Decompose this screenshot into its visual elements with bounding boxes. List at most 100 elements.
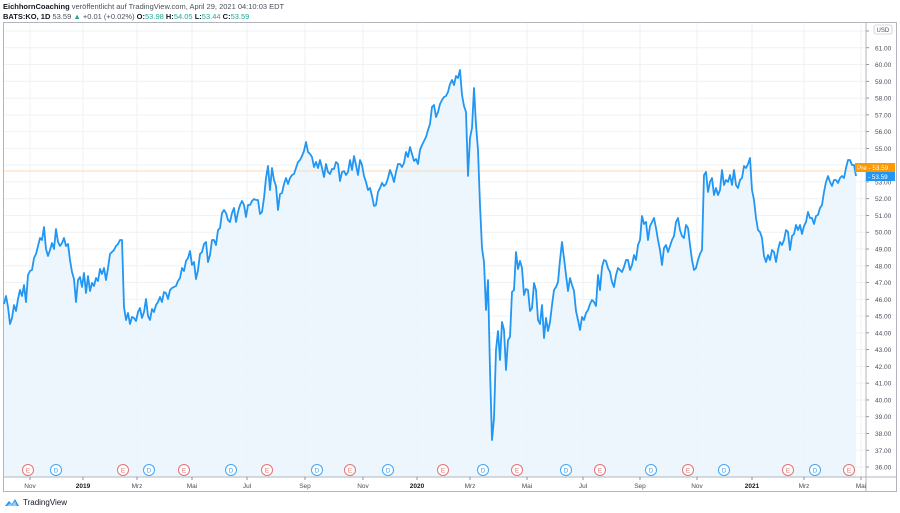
- time-tick-label: 2019: [76, 483, 91, 490]
- price-tick-label: 39.00: [875, 414, 892, 421]
- price-tick-label: 45.00: [875, 314, 892, 321]
- currency-badge[interactable]: [873, 24, 893, 35]
- low-value: 53.44: [201, 12, 221, 21]
- publisher-name[interactable]: EichhornCoaching: [3, 2, 70, 11]
- close-label: C:: [222, 12, 231, 21]
- price-tick-label: 57.00: [875, 112, 892, 119]
- time-tick-label: Mrz: [132, 483, 143, 490]
- svg-text:D: D: [813, 468, 818, 475]
- earnings-marker[interactable]: E: [117, 464, 129, 476]
- change-value: +0.01 (+0.02%): [82, 12, 135, 21]
- svg-text:D: D: [564, 468, 569, 475]
- time-tick-label: Jul: [579, 483, 588, 490]
- ohlc-line: BATS:KO, 1D 53.59 ▲ +0.01 (+0.02%) O:53.…: [3, 12, 284, 22]
- price-tick-label: 49.00: [875, 247, 892, 254]
- price-tick-label: 61.00: [875, 45, 892, 52]
- symbol-label: BATS:KO, 1D: [3, 12, 51, 21]
- last-price-label: - 53.59: [868, 174, 888, 181]
- price-tick-label: 56.00: [875, 129, 892, 136]
- time-tick-label: Mrz: [799, 483, 810, 490]
- dividend-marker[interactable]: D: [560, 464, 572, 476]
- publisher-line: EichhornCoaching veröffentlicht auf Trad…: [3, 2, 284, 12]
- triangle-up-icon: ▲: [73, 12, 81, 21]
- high-label: H:: [165, 12, 174, 21]
- last-price: 53.59: [52, 12, 72, 21]
- price-tick-label: 41.00: [875, 381, 892, 388]
- svg-text:D: D: [54, 468, 59, 475]
- earnings-marker[interactable]: E: [782, 464, 794, 476]
- svg-text:E: E: [441, 468, 446, 475]
- price-tick-label: 38.00: [875, 431, 892, 438]
- dividend-marker[interactable]: D: [225, 464, 237, 476]
- low-label: L:: [194, 12, 202, 21]
- last-price-badge: [866, 172, 895, 181]
- earnings-marker[interactable]: E: [437, 464, 449, 476]
- earnings-marker[interactable]: E: [594, 464, 606, 476]
- price-tick-label: 58.00: [875, 96, 892, 103]
- time-tick-label: Nov: [24, 483, 36, 490]
- price-tick-label: 43.00: [875, 347, 892, 354]
- time-tick-label: Sep: [299, 483, 311, 490]
- price-tick-label: 37.00: [875, 448, 892, 455]
- dividend-marker[interactable]: D: [382, 464, 394, 476]
- time-tick-label: Mrz: [465, 483, 476, 490]
- price-tick-label: 44.00: [875, 330, 892, 337]
- earnings-marker[interactable]: E: [682, 464, 694, 476]
- time-tick-label: Mai: [187, 483, 197, 490]
- chart-frame[interactable]: [3, 22, 897, 492]
- svg-text:D: D: [649, 468, 654, 475]
- svg-text:E: E: [265, 468, 270, 475]
- svg-text:E: E: [121, 468, 126, 475]
- svg-text:E: E: [786, 468, 791, 475]
- price-tick-label: 51.00: [875, 213, 892, 220]
- dividend-marker[interactable]: D: [809, 464, 821, 476]
- svg-text:D: D: [229, 468, 234, 475]
- time-tick-label: Mai: [522, 483, 532, 490]
- earnings-marker[interactable]: E: [22, 464, 34, 476]
- price-tick-label: 55.00: [875, 146, 892, 153]
- earnings-marker[interactable]: E: [261, 464, 273, 476]
- time-tick-label: 2021: [745, 483, 760, 490]
- close-value: 53.59: [230, 12, 250, 21]
- earnings-marker[interactable]: E: [511, 464, 523, 476]
- earnings-marker[interactable]: E: [178, 464, 190, 476]
- tradingview-cloud-icon: [5, 499, 19, 506]
- price-area-fill: [4, 70, 856, 477]
- dividend-marker[interactable]: D: [50, 464, 62, 476]
- svg-text:D: D: [386, 468, 391, 475]
- price-tick-label: 52.00: [875, 196, 892, 203]
- price-tick-label: 59.00: [875, 79, 892, 86]
- svg-text:D: D: [315, 468, 320, 475]
- price-tick-label: 40.00: [875, 397, 892, 404]
- price-line[interactable]: [3, 69, 857, 441]
- svg-text:D: D: [147, 468, 152, 475]
- brand-label: TradingView: [23, 498, 68, 507]
- time-tick-label: Sep: [634, 483, 646, 490]
- dividend-marker[interactable]: D: [718, 464, 730, 476]
- time-tick-label: Nov: [357, 483, 369, 490]
- dividend-marker[interactable]: D: [645, 464, 657, 476]
- svg-text:D: D: [481, 468, 486, 475]
- chart-header: EichhornCoaching veröffentlicht auf Trad…: [3, 2, 284, 22]
- published-text: veröffentlicht auf TradingView.com, Apri…: [71, 2, 285, 11]
- svg-text:E: E: [348, 468, 353, 475]
- price-tick-label: 36.00: [875, 465, 892, 472]
- svg-text:E: E: [847, 468, 852, 475]
- time-tick-label: Mai: [856, 483, 866, 490]
- dividend-marker[interactable]: D: [477, 464, 489, 476]
- open-value: 53.98: [145, 12, 164, 21]
- open-label: O:: [136, 12, 146, 21]
- svg-text:E: E: [598, 468, 603, 475]
- price-tick-label: 53.00: [875, 179, 892, 186]
- price-tick-label: 50.00: [875, 230, 892, 237]
- earnings-marker[interactable]: E: [843, 464, 855, 476]
- high-value: 54.05: [173, 12, 193, 21]
- pre-market-badge: [855, 163, 895, 172]
- svg-text:E: E: [515, 468, 520, 475]
- earnings-marker[interactable]: E: [344, 464, 356, 476]
- tradingview-logo[interactable]: TradingView: [4, 498, 67, 507]
- dividend-marker[interactable]: D: [143, 464, 155, 476]
- dividend-marker[interactable]: D: [311, 464, 323, 476]
- svg-text:D: D: [722, 468, 727, 475]
